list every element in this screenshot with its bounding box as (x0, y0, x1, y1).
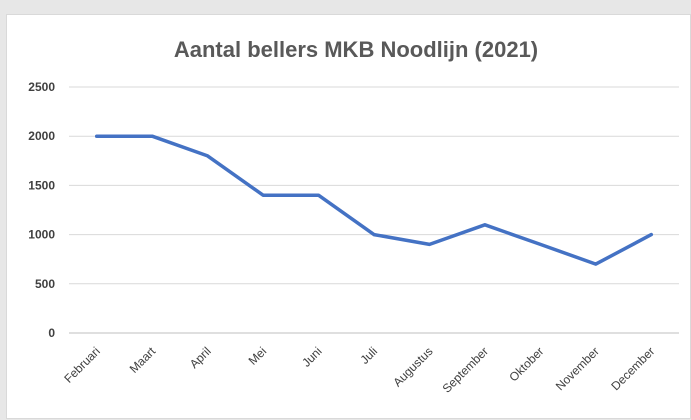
y-axis-tick-labels: 0 500 1000 1500 2000 2500 (28, 80, 55, 340)
y-tick-label: 500 (35, 277, 55, 291)
x-tick-label: Augustus (390, 344, 435, 389)
y-tick-label: 0 (48, 326, 55, 340)
y-tick-label: 1000 (28, 228, 55, 242)
x-tick-label: April (187, 344, 214, 371)
y-tick-label: 1500 (28, 178, 55, 192)
line-chart: Aantal bellers MKB Noodlijn (2021) 0 500 1… (7, 15, 691, 420)
series-layer (97, 136, 652, 264)
chart-title: Aantal bellers MKB Noodlijn (2021) (174, 37, 538, 62)
y-tick-label: 2500 (28, 80, 55, 94)
x-tick-label: Maart (127, 344, 159, 376)
x-tick-label: Juni (299, 344, 324, 369)
chart-card: Aantal bellers MKB Noodlijn (2021) 0 500 1… (6, 14, 691, 419)
x-tick-label: Oktober (506, 344, 546, 384)
y-tick-label: 2000 (28, 129, 55, 143)
x-tick-label: September (440, 344, 491, 395)
series-line (97, 136, 652, 264)
gridlines (69, 87, 679, 333)
x-tick-label: November (553, 344, 602, 393)
x-tick-label: Mei (246, 344, 270, 368)
x-tick-label: Juli (357, 344, 380, 367)
x-tick-label: December (608, 344, 657, 393)
x-tick-label: Februari (61, 344, 102, 385)
